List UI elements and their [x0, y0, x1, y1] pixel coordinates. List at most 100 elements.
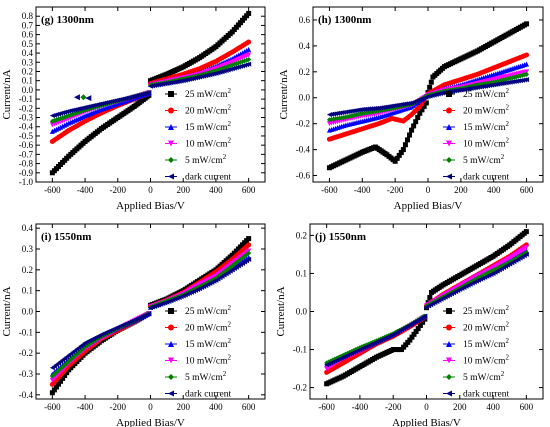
legend-label: 15 mW/cm2: [185, 120, 231, 133]
data-point: [398, 150, 404, 156]
data-point: [511, 79, 517, 85]
legend-marker: [446, 390, 452, 397]
legend-marker: [168, 324, 174, 331]
legend-marker: [446, 124, 452, 130]
data-point: [60, 375, 66, 381]
legend-label: 10 mW/cm2: [185, 354, 231, 367]
legend-label: 20 mW/cm2: [463, 321, 509, 334]
y-tick-label: -0.6: [19, 140, 34, 150]
data-point: [422, 313, 428, 319]
data-point: [246, 256, 252, 262]
data-point: [400, 101, 406, 107]
y-tick-label: 0.5: [22, 39, 34, 49]
legend-marker: [446, 140, 452, 147]
legend-label: 25 mW/cm2: [185, 304, 231, 317]
legend-label: 20 mW/cm2: [185, 104, 231, 117]
legend-marker: [446, 91, 452, 97]
legend-label: 5 mW/cm2: [463, 370, 505, 383]
data-point: [51, 387, 57, 393]
data-point: [396, 152, 402, 158]
data-point: [58, 378, 64, 384]
data-point: [404, 101, 410, 107]
data-point: [326, 112, 332, 118]
x-tick-label: 200: [176, 185, 190, 195]
legend-label: dark current: [185, 173, 232, 183]
data-point: [493, 81, 499, 87]
x-axis-label: Applied Bias/V: [116, 200, 185, 212]
data-point: [331, 111, 337, 117]
x-axis-label: Applied Bias/V: [394, 200, 463, 212]
y-axis-label: Current/nA: [1, 286, 13, 336]
x-tick-label: 400: [209, 402, 223, 412]
y-tick-label: -0.3: [19, 113, 34, 123]
data-point: [347, 108, 353, 114]
data-point: [472, 85, 478, 91]
legend-marker: [168, 124, 174, 130]
x-tick-label: -400: [77, 402, 94, 412]
data-point: [388, 103, 394, 109]
y-tick-label: -0.4: [19, 122, 34, 132]
annotation-point: [73, 94, 80, 101]
data-point: [513, 78, 519, 84]
legend-marker: [168, 91, 174, 97]
data-point: [497, 81, 503, 87]
data-point: [407, 337, 413, 343]
legend-marker: [446, 308, 452, 314]
panel-title: (j) 1550nm: [315, 231, 366, 243]
data-point: [460, 87, 466, 93]
data-point: [489, 82, 495, 88]
data-point: [524, 69, 530, 75]
data-point: [474, 84, 480, 90]
legend-marker: [168, 357, 174, 364]
y-tick-label: 0.0: [296, 307, 308, 317]
data-point: [380, 104, 386, 110]
data-point: [174, 79, 180, 85]
series-5: [324, 251, 529, 368]
series-0: [49, 10, 252, 176]
data-point: [335, 110, 341, 116]
annotation-point: [80, 94, 87, 101]
y-axis-label: Current/nA: [278, 69, 290, 119]
data-point: [378, 105, 384, 111]
panel-title: (i) 1550nm: [41, 231, 91, 243]
legend-label: 10 mW/cm2: [463, 354, 509, 367]
x-tick-label: 400: [486, 402, 500, 412]
y-tick-label: -0.5: [19, 131, 34, 141]
x-tick-label: 0: [148, 402, 153, 412]
legend-label: 20 mW/cm2: [463, 104, 509, 117]
y-tick-label: 0.0: [22, 85, 34, 95]
data-point: [407, 132, 413, 138]
series-1: [326, 52, 530, 142]
x-tick-label: 0: [148, 185, 153, 195]
legend-marker: [168, 341, 174, 347]
legend-label: 5 mW/cm2: [463, 153, 505, 166]
data-point: [339, 110, 345, 116]
panel-title: (h) 1300nm: [318, 14, 371, 26]
legend-label: dark current: [463, 390, 510, 400]
legend-label: 25 mW/cm2: [463, 87, 509, 100]
data-point: [160, 81, 166, 87]
data-point: [404, 137, 410, 143]
data-point: [394, 155, 400, 161]
data-point: [423, 100, 429, 106]
data-point: [505, 80, 511, 86]
y-tick-label: 0.1: [296, 268, 307, 278]
data-point: [427, 84, 433, 90]
data-point: [456, 87, 462, 93]
data-point: [351, 108, 357, 114]
y-tick-label: -0.9: [19, 168, 34, 178]
data-point: [398, 102, 404, 108]
y-axis-label: Current/nA: [275, 286, 287, 336]
data-point: [466, 86, 472, 92]
data-point: [246, 57, 252, 62]
x-tick-label: 600: [520, 185, 534, 195]
legend-marker: [168, 157, 174, 163]
series-5: [49, 256, 252, 371]
data-point: [146, 311, 152, 317]
data-point: [523, 229, 529, 235]
data-point: [452, 88, 458, 94]
data-point: [415, 115, 421, 121]
y-tick-label: 0.3: [22, 57, 34, 67]
data-point: [517, 78, 523, 84]
legend: 25 mW/cm2 20 mW/cm2 15 mW/cm2 10 mW/cm2 5 mW…: [165, 87, 232, 183]
